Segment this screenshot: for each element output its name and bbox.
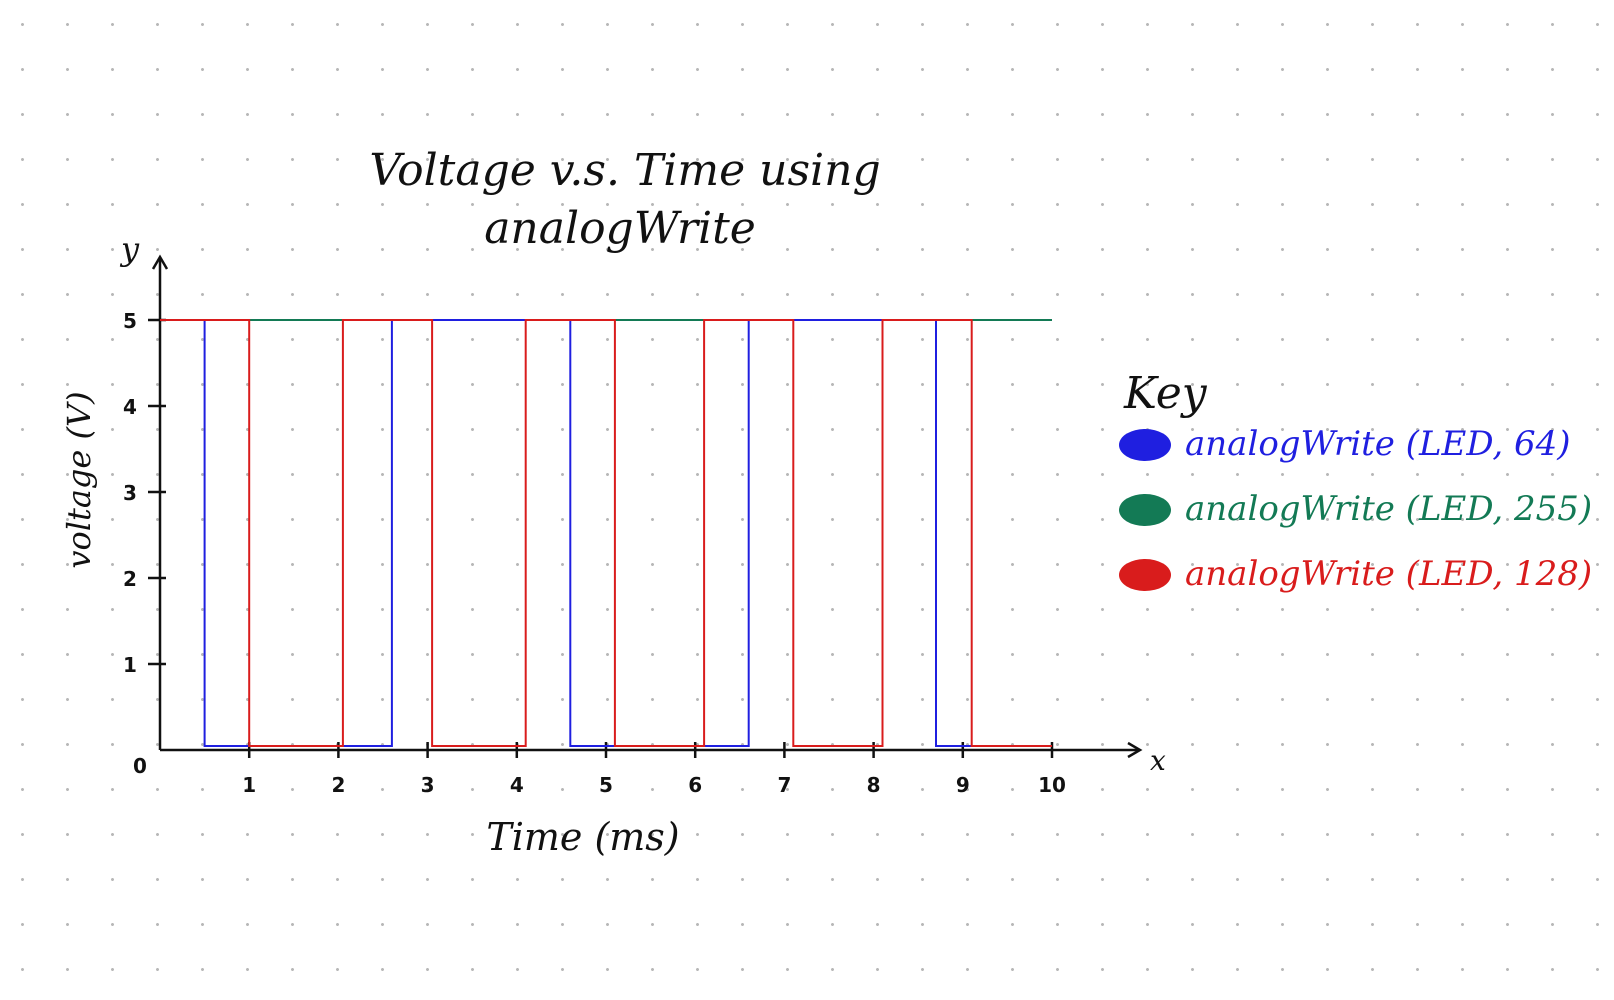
x-tick-label: 2 [331,773,345,797]
legend: Key analogWrite (LED, 64)analogWrite (LE… [1119,368,1592,594]
legend-swatch-3 [1119,559,1171,591]
x-ticks: 1 2 3 4 5 6 7 8 9 10 [242,742,1066,797]
x-tick-label: 9 [956,773,970,797]
y-ticks: 1 2 3 4 5 [123,309,166,677]
chart-title-line2: analogWrite [484,203,756,254]
axes: x y 0 [119,230,1166,778]
y-axis-label: voltage (V) [60,391,98,568]
x-axis-letter: x [1150,744,1166,777]
legend-swatch-2 [1119,494,1171,526]
x-tick-label: 1 [242,773,256,797]
y-axis-arrow-icon [151,254,169,270]
x-tick-label: 4 [510,773,524,797]
series-layer [160,319,1052,747]
y-tick-label: 4 [123,395,137,419]
legend-items: analogWrite (LED, 64) analogWrite (LED, 2… [1119,424,1592,594]
x-tick-label: 3 [421,773,435,797]
series-line-1 [160,319,1052,747]
x-tick-label: 5 [599,773,613,797]
y-tick-label: 3 [123,481,137,505]
legend-title: Key [1123,368,1208,419]
x-axis-label: Time (ms) [486,815,679,859]
legend-swatch-1 [1119,429,1171,461]
series-line-3 [160,319,1052,747]
legend-label-3: analogWrite (LED, 128) [1185,554,1592,594]
x-axis-arrow-icon [1127,741,1143,759]
y-tick-label: 2 [123,567,137,591]
x-tick-label: 8 [867,773,881,797]
y-tick-label: 5 [123,309,137,333]
x-tick-label: 7 [777,773,791,797]
x-tick-label: 10 [1038,773,1066,797]
legend-label-2: analogWrite (LED, 255) [1185,489,1592,529]
y-axis-letter: y [119,230,140,268]
legend-label-1: analogWrite (LED, 64) [1185,424,1571,464]
chart-title-line1: Voltage v.s. Time using [369,145,880,196]
x-tick-label: 6 [688,773,702,797]
y-tick-label: 1 [123,653,137,677]
origin-label: 0 [133,754,147,778]
